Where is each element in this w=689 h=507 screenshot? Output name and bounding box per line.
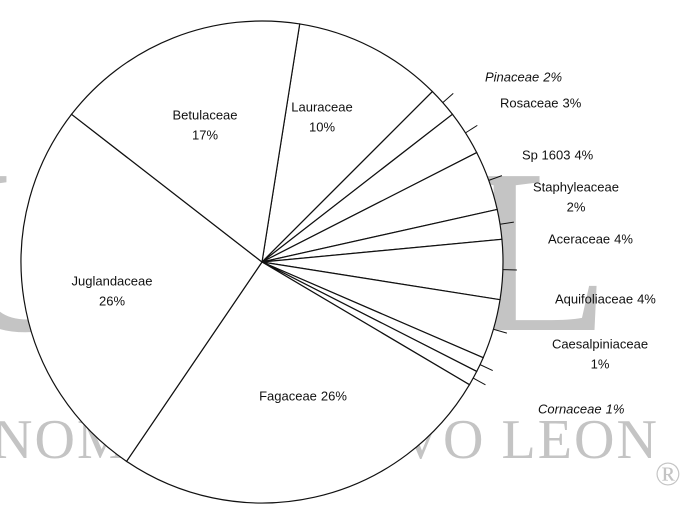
slice-value: 3% [563,95,582,110]
slice-label: Fagaceae [259,388,317,403]
slice-label: Rosaceae [500,95,559,110]
slice-label: Aceraceae [548,231,610,246]
slice-label: Pinaceae [485,69,539,84]
slice-value: 26% [99,293,125,308]
leader-line [499,221,514,225]
slice-value: 17% [192,127,218,142]
slice-label: Cornaceae [538,401,602,416]
watermark: ® [655,456,681,493]
leader-line [465,124,478,134]
slice-value: 4% [574,147,593,162]
slice-value: 1% [606,401,625,416]
leader-line [488,175,503,181]
slice-value: 1% [591,356,610,371]
leader-line [442,92,454,103]
slice-label: Betulaceae [172,107,237,122]
slice-value: 4% [637,291,656,306]
leader-line [479,364,493,372]
slice-label: Lauraceae [291,99,352,114]
slice-value: 2% [542,69,562,84]
slice-label: Staphyleaceae [533,179,619,194]
slice-label: Caesalpiniaceae [552,336,648,351]
pie-slice [125,261,471,504]
leader-line [472,377,486,386]
slice-value: 26% [321,388,347,403]
pie-slice [70,20,301,264]
slice-label: Juglandaceae [72,273,153,288]
leader-line [493,328,508,334]
slice-value: 2% [567,199,586,214]
slice-value: 10% [309,119,335,134]
slice-label: Sp 1603 [522,147,570,162]
pie-slice [261,23,434,264]
slice-label: Aquifoliaceae [555,291,633,306]
pie-slice [20,113,263,463]
slice-value: 4% [614,231,633,246]
